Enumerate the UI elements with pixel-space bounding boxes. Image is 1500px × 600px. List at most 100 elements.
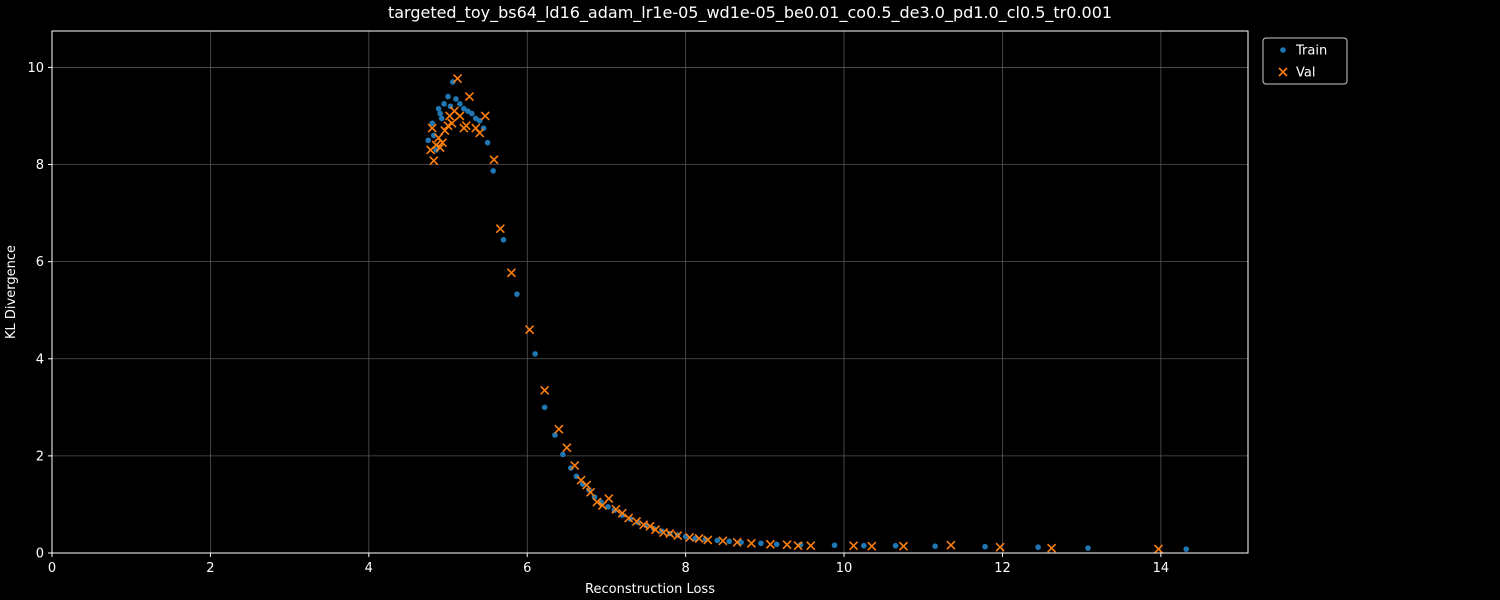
val-point xyxy=(650,525,661,535)
x-tick-label: 10 xyxy=(836,561,853,576)
y-tick-label: 10 xyxy=(27,61,44,76)
val-point xyxy=(447,118,457,128)
val-point xyxy=(898,541,909,551)
x-tick-label: 14 xyxy=(1153,561,1170,576)
train-point xyxy=(932,543,938,550)
train-point xyxy=(425,137,432,144)
train-point xyxy=(567,465,574,471)
grid-lines xyxy=(51,31,1248,554)
legend-marker-train xyxy=(1280,47,1286,53)
train-point xyxy=(532,351,538,357)
train-point xyxy=(437,110,443,117)
val-point xyxy=(624,513,634,523)
x-tick-label: 4 xyxy=(365,561,373,576)
val-point xyxy=(631,516,642,527)
train-point xyxy=(726,538,733,545)
val-point xyxy=(480,111,490,121)
axis-ticks: 0 2 4 6 8 10 12 14 0 2 4 6 8 10 xyxy=(27,61,1169,576)
train-point xyxy=(1085,545,1091,551)
val-point xyxy=(540,385,550,395)
legend: Train Val xyxy=(1262,37,1348,85)
y-tick-label: 8 xyxy=(36,158,44,173)
train-point xyxy=(433,147,439,153)
data-points xyxy=(425,74,1190,554)
train-point xyxy=(861,542,867,549)
val-point xyxy=(995,542,1005,552)
legend-label-val: Val xyxy=(1296,66,1315,81)
y-tick-label: 6 xyxy=(36,255,44,270)
train-point xyxy=(490,168,496,174)
train-point xyxy=(445,93,451,100)
x-tick-label: 2 xyxy=(206,561,214,576)
val-point xyxy=(437,138,448,148)
val-point xyxy=(645,521,655,531)
val-point xyxy=(489,155,499,165)
train-point xyxy=(514,291,520,297)
val-point xyxy=(604,494,614,504)
train-point xyxy=(605,504,611,510)
y-tick-label: 2 xyxy=(36,449,44,464)
val-point xyxy=(732,537,742,547)
x-tick-label: 12 xyxy=(994,561,1011,576)
val-point xyxy=(1047,543,1057,553)
val-point xyxy=(806,541,816,551)
val-point xyxy=(694,533,704,543)
val-point xyxy=(455,111,465,121)
train-point xyxy=(982,543,988,550)
val-point xyxy=(1153,544,1164,554)
val-point xyxy=(765,539,775,549)
train-point xyxy=(453,96,459,102)
train-point xyxy=(892,542,899,549)
train-point xyxy=(714,537,721,544)
legend-marker-val xyxy=(1278,67,1288,77)
x-tick-label: 0 xyxy=(48,561,56,576)
chart-title: targeted_toy_bs64_ld16_adam_lr1e-05_wd1e… xyxy=(388,3,1112,23)
val-point xyxy=(461,121,471,131)
train-point xyxy=(552,432,558,438)
val-point xyxy=(617,508,627,518)
val-point xyxy=(570,461,580,471)
train-point xyxy=(435,105,442,112)
train-point xyxy=(457,101,463,107)
val-point xyxy=(525,325,535,335)
train-point xyxy=(758,540,764,547)
train-point xyxy=(1035,544,1041,550)
legend-label-train: Train xyxy=(1295,44,1327,59)
val-point xyxy=(435,142,445,153)
val-point xyxy=(611,504,621,514)
val-point xyxy=(429,156,439,166)
val-series xyxy=(426,74,1164,554)
val-point xyxy=(464,91,474,102)
val-point xyxy=(554,424,564,434)
train-point xyxy=(738,539,744,546)
y-tick-label: 0 xyxy=(36,547,44,562)
train-point xyxy=(773,541,780,548)
val-point xyxy=(867,541,877,551)
val-point xyxy=(582,480,592,490)
val-point xyxy=(848,541,859,551)
val-point xyxy=(782,540,792,550)
val-point xyxy=(746,538,756,548)
val-point xyxy=(703,535,713,545)
train-point xyxy=(449,79,456,85)
train-point xyxy=(468,110,475,117)
y-tick-label: 4 xyxy=(36,352,44,367)
train-point xyxy=(484,139,491,146)
val-point xyxy=(793,541,803,551)
x-axis-label: Reconstruction Loss xyxy=(585,582,715,597)
val-point xyxy=(665,529,675,539)
train-point xyxy=(541,404,548,411)
y-axis-label: KL Divergence xyxy=(4,245,19,339)
plot-frame xyxy=(51,30,1249,554)
train-point xyxy=(692,535,698,542)
val-point xyxy=(946,540,956,550)
val-point xyxy=(427,123,437,133)
train-point xyxy=(441,101,447,107)
train-point xyxy=(831,542,838,549)
train-point xyxy=(429,120,435,127)
val-point xyxy=(475,128,485,138)
val-point xyxy=(440,125,450,136)
train-point xyxy=(1183,546,1190,552)
